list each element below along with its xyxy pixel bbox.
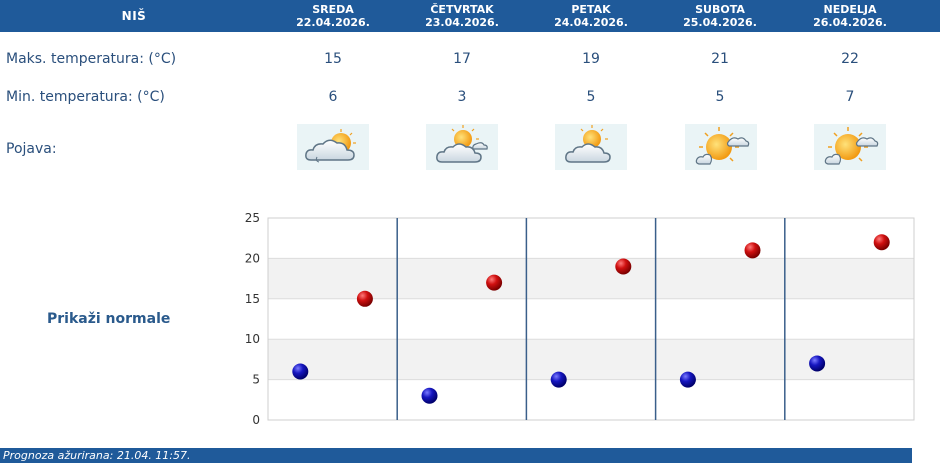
day-header-1: SREDA 22.04.2026. xyxy=(268,3,398,29)
partly-cloudy-icon xyxy=(426,124,498,170)
min-temp-day-3: 5 xyxy=(586,89,596,105)
day-name: SUBOTA xyxy=(695,3,745,16)
city-name: NIŠ xyxy=(121,9,147,23)
y-tick-label: 10 xyxy=(245,332,260,346)
day-name: PETAK xyxy=(571,3,611,16)
min-temp-point xyxy=(292,363,309,380)
forecast-header: NIŠ SREDA 22.04.2026. ČETVRTAK 23.04.202… xyxy=(0,0,940,32)
temperature-chart-svg: 0 5 10 15 20 25 xyxy=(245,211,915,427)
day-date: 26.04.2026. xyxy=(813,16,887,29)
y-tick-label: 25 xyxy=(245,211,260,225)
day-name: ČETVRTAK xyxy=(430,3,494,16)
max-temp-day-4: 21 xyxy=(711,51,729,67)
cloudy-sun-icon xyxy=(297,124,369,170)
chart-plot-border xyxy=(267,217,915,421)
day-header-5: NEDELJA 26.04.2026. xyxy=(785,3,915,29)
day-name: NEDELJA xyxy=(823,3,877,16)
sunny-cloud-icon xyxy=(814,124,886,170)
max-temp-point xyxy=(356,290,373,307)
day-name: SREDA xyxy=(312,3,354,16)
max-temp-label: Maks. temperatura: (°C) xyxy=(6,51,177,67)
chart-band xyxy=(268,298,914,340)
max-temp-day-3: 19 xyxy=(582,51,600,67)
min-temp-point xyxy=(421,387,438,404)
y-tick-label: 5 xyxy=(252,373,260,387)
y-tick-label: 0 xyxy=(252,413,260,427)
max-temp-point xyxy=(615,258,632,275)
show-normals-link[interactable]: Prikaži normale xyxy=(47,311,171,327)
min-temp-point xyxy=(809,355,826,372)
max-temp-day-1: 15 xyxy=(324,51,342,67)
day-header-4: SUBOTA 25.04.2026. xyxy=(655,3,785,29)
partly-cloudy-icon xyxy=(555,124,627,170)
forecast-updated-footer: Prognoza ažurirana: 21.04. 11:57. xyxy=(0,448,912,463)
min-temp-point xyxy=(679,371,696,388)
chart-band xyxy=(268,339,914,380)
day-date: 24.04.2026. xyxy=(554,16,628,29)
max-temp-point xyxy=(744,242,761,259)
day-header-3: PETAK 24.04.2026. xyxy=(526,3,656,29)
phenomenon-label: Pojava: xyxy=(6,141,57,157)
min-temp-label: Min. temperatura: (°C) xyxy=(6,89,165,105)
y-tick-label: 15 xyxy=(245,292,260,306)
day-header-2: ČETVRTAK 23.04.2026. xyxy=(397,3,527,29)
min-temp-day-2: 3 xyxy=(457,89,467,105)
max-temp-point xyxy=(873,234,890,251)
y-tick-label: 20 xyxy=(245,251,260,265)
day-date: 23.04.2026. xyxy=(425,16,499,29)
max-temp-point xyxy=(486,274,503,291)
chart-band xyxy=(268,218,914,259)
day-date: 25.04.2026. xyxy=(683,16,757,29)
temperature-chart: 0 5 10 15 20 25 xyxy=(230,208,920,437)
max-temp-day-5: 22 xyxy=(841,51,859,67)
min-temp-point xyxy=(550,371,567,388)
chart-band xyxy=(268,258,914,299)
min-temp-day-5: 7 xyxy=(845,89,855,105)
max-temp-day-2: 17 xyxy=(453,51,471,67)
day-date: 22.04.2026. xyxy=(296,16,370,29)
sunny-cloud-icon xyxy=(685,124,757,170)
min-temp-day-1: 6 xyxy=(328,89,338,105)
chart-band xyxy=(268,379,914,420)
min-temp-day-4: 5 xyxy=(715,89,725,105)
